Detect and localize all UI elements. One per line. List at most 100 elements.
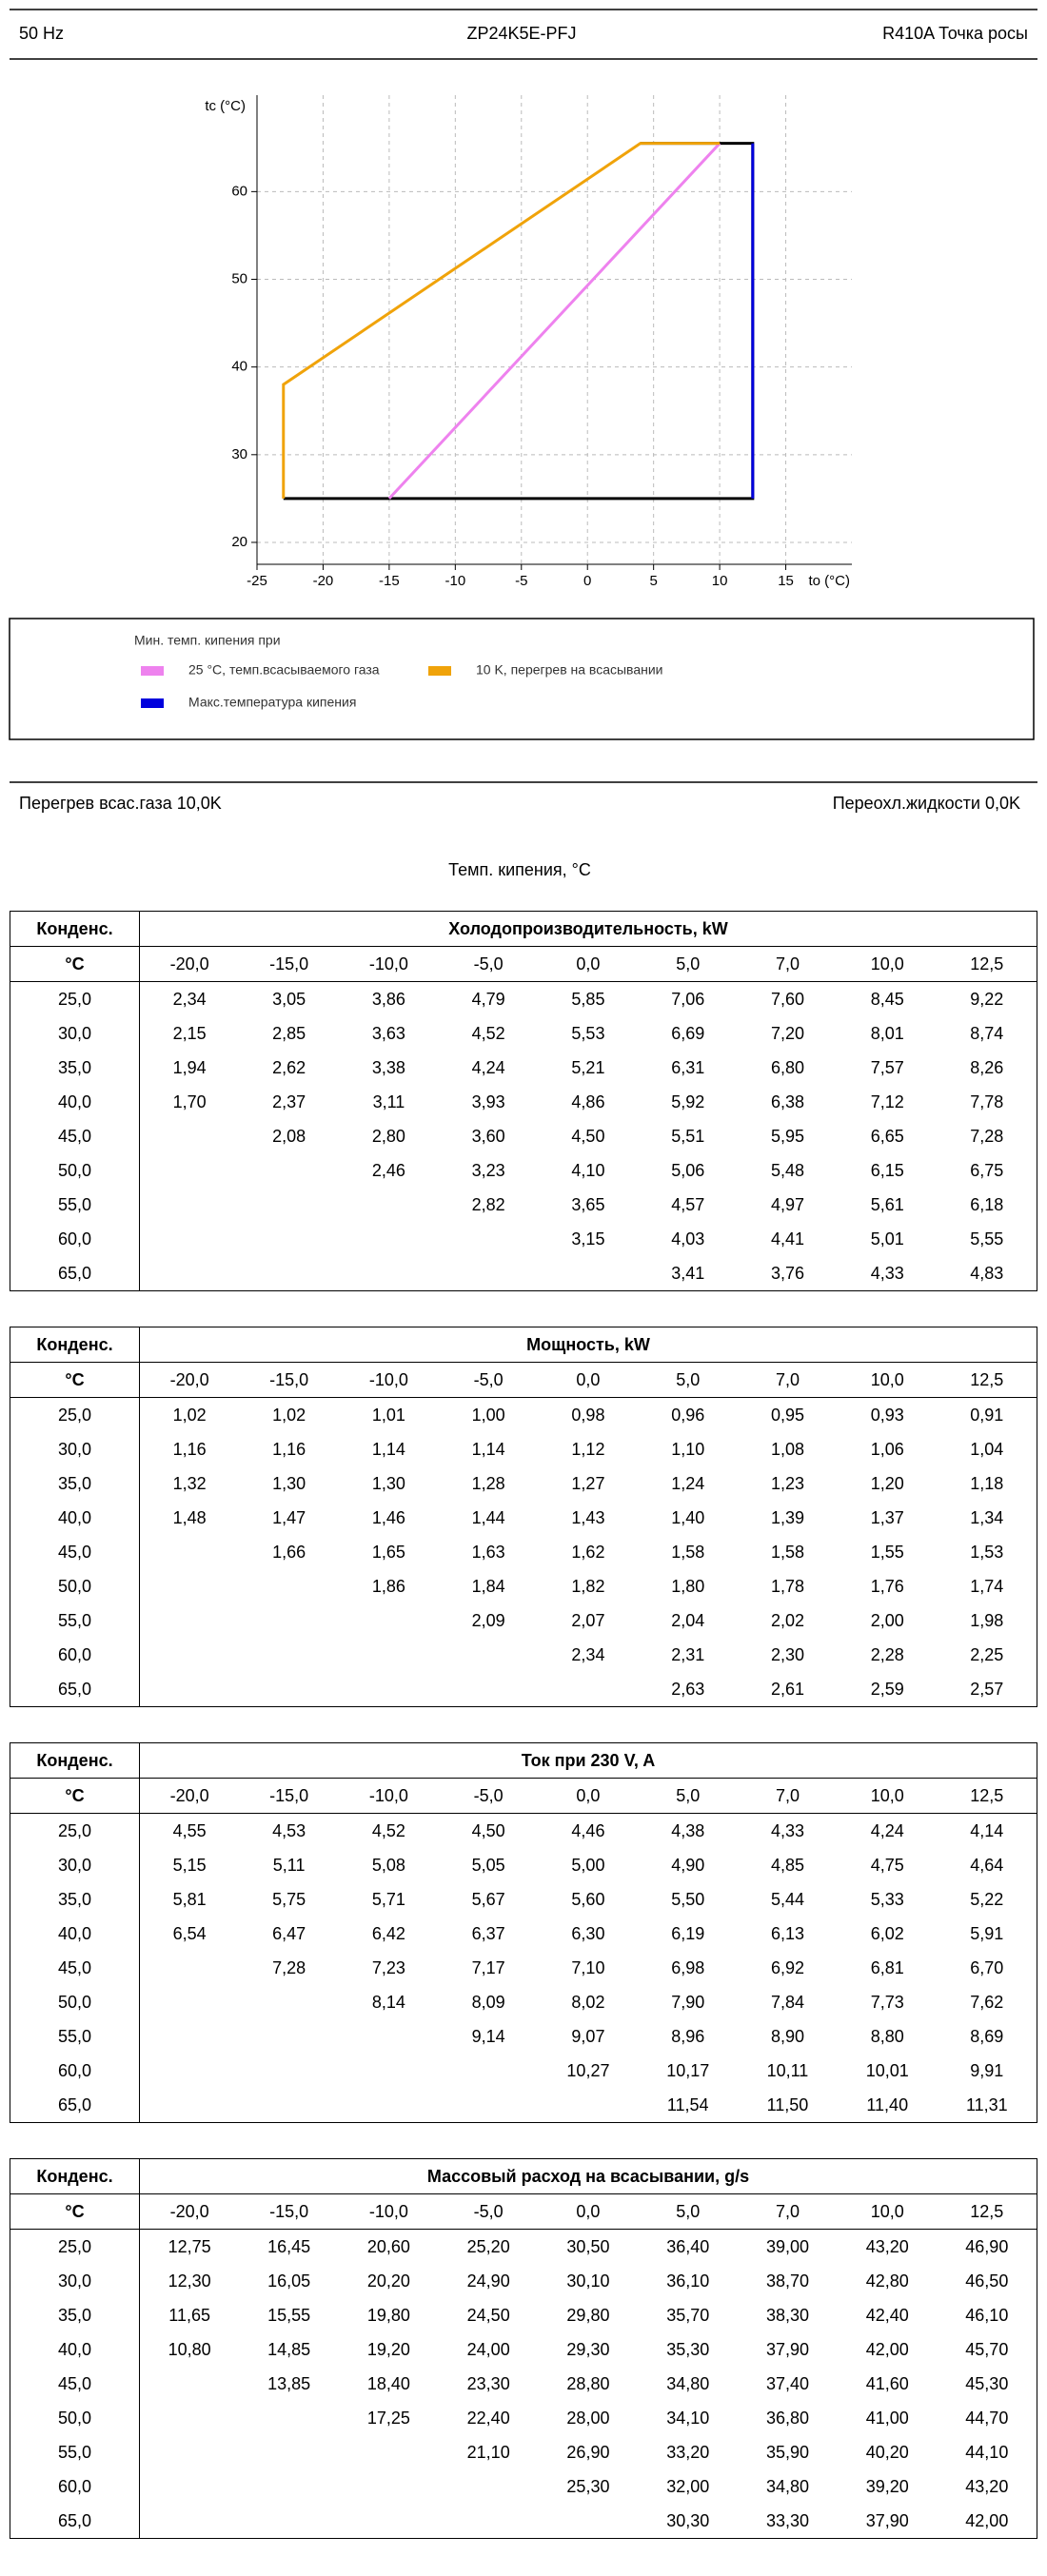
cell: 5,0 (638, 946, 739, 982)
cell: 5,53 (571, 1023, 605, 1043)
cell (239, 2019, 339, 2054)
cell: -5,0 (438, 946, 539, 982)
cell: 35,90 (765, 2442, 809, 2462)
cell: 4,14 (970, 1820, 1004, 1840)
cell: 35,0 (10, 1882, 140, 1917)
cell: 7,0 (738, 1778, 838, 1814)
row: 40,0 1,70 2,37 3,11 3,93 4,86 5,92 6,38 7,12 7,78 (10, 1085, 1037, 1119)
cell: 1,00 (471, 1405, 505, 1425)
cell: °C (10, 1362, 140, 1398)
cell: 5,51 (671, 1126, 705, 1146)
row: 30,0 5,15 5,11 5,08 5,05 5,00 4,90 4,85 4,75 4,64 (10, 1848, 1037, 1882)
cell: 45,30 (965, 2373, 1009, 2393)
legend-swatch (428, 666, 451, 676)
cell: 0,98 (571, 1405, 605, 1425)
cell: 7,28 (272, 1957, 306, 1977)
cell: 6,15 (870, 1160, 904, 1180)
cell: 1,24 (671, 1473, 705, 1493)
cell: 7,28 (970, 1126, 1004, 1146)
cell: 1,74 (970, 1576, 1004, 1596)
cell: 1,10 (671, 1439, 705, 1459)
cell: 1,14 (471, 1439, 505, 1459)
cell (140, 1951, 240, 1985)
cell: 55,0 (10, 2019, 140, 2054)
cell: 6,42 (371, 1923, 405, 1943)
cell: 10,80 (168, 2339, 211, 2359)
cell: 4,24 (471, 1057, 505, 1077)
cell: 1,86 (371, 1576, 405, 1596)
cell: 8,69 (970, 2026, 1004, 2046)
row: 45,0 7,28 7,23 7,17 7,10 6,98 6,92 6,81 6,70 (10, 1951, 1037, 1985)
cell (439, 2504, 539, 2539)
cell: 3,41 (671, 1263, 705, 1283)
y-tick-label: 30 (231, 446, 247, 462)
cell: 3,60 (471, 1126, 505, 1146)
cell: 10,17 (666, 2060, 710, 2080)
cell (239, 1672, 339, 1707)
cell (339, 1256, 439, 1291)
cell: 6,38 (770, 1091, 804, 1111)
legend-label: 25 °C, темп.всасываемого газа (188, 662, 380, 678)
cell: 45,0 (10, 1951, 140, 1985)
cell (239, 1985, 339, 2019)
y-tick-label: 60 (231, 183, 247, 199)
cell: 17,25 (366, 2408, 410, 2428)
cell: 4,52 (371, 1820, 405, 1840)
cell: 8,74 (970, 1023, 1004, 1043)
cell: 4,03 (671, 1229, 705, 1249)
row: 60,0 3,15 4,03 4,41 5,01 5,55 (10, 1222, 1037, 1256)
cell: 4,10 (571, 1160, 605, 1180)
row: 30,0 1,16 1,16 1,14 1,14 1,12 1,10 1,08 1,06 1,04 (10, 1432, 1037, 1466)
cell: Ток при 230 V, A (139, 1742, 1037, 1779)
cell: 2,34 (172, 989, 207, 1009)
cell (239, 2469, 339, 2504)
cell: 1,78 (770, 1576, 804, 1596)
cell: 8,02 (571, 1992, 605, 2012)
cell: 42,00 (965, 2510, 1009, 2530)
cell: 5,05 (471, 1855, 505, 1875)
cell: -15,0 (239, 2193, 340, 2230)
cell: 0,95 (770, 1405, 804, 1425)
cell: 4,52 (471, 1023, 505, 1043)
cell: 15,55 (267, 2305, 311, 2325)
row: 45,0 1,66 1,65 1,63 1,62 1,58 1,58 1,55 1,53 (10, 1535, 1037, 1569)
row: 65,0 11,54 11,50 11,40 11,31 (10, 2088, 1037, 2123)
cell (239, 1222, 339, 1256)
row: 55,0 21,10 26,90 33,20 35,90 40,20 44,10 (10, 2435, 1037, 2469)
cell: 8,45 (870, 989, 904, 1009)
cell: 12,5 (937, 1362, 1037, 1398)
cell: 1,80 (671, 1576, 705, 1596)
cell: 30,50 (566, 2236, 610, 2256)
cell: 5,92 (671, 1091, 705, 1111)
cell: 7,62 (970, 1992, 1004, 2012)
cell: 2,15 (172, 1023, 207, 1043)
cell: 0,91 (970, 1405, 1004, 1425)
cell (339, 2054, 439, 2088)
cell (339, 2435, 439, 2469)
cell: 4,97 (770, 1194, 804, 1214)
cell: 6,80 (770, 1057, 804, 1077)
header-left: 50 Hz (19, 24, 64, 43)
cell: 10,0 (837, 946, 938, 982)
cell: °C (10, 2193, 140, 2230)
row: 40,0 10,80 14,85 19,20 24,00 29,30 35,30 37,90 4… (10, 2332, 1037, 2367)
cell: 35,30 (666, 2339, 710, 2359)
cell: 10,11 (766, 2060, 809, 2080)
cell (339, 2504, 439, 2539)
cell: 19,20 (366, 2339, 410, 2359)
cell: 1,55 (870, 1542, 904, 1562)
cell: 0,0 (538, 2193, 639, 2230)
row: 60,0 10,27 10,17 10,11 10,01 9,91 (10, 2054, 1037, 2088)
x-axis-label: to (°C) (809, 573, 851, 589)
row: 25,0 12,75 16,45 20,60 25,20 30,50 36,40 39,00 4… (10, 2229, 1037, 2264)
cell: 1,04 (970, 1439, 1004, 1459)
cell: 39,20 (865, 2476, 909, 2496)
cell: 4,38 (671, 1820, 705, 1840)
cell (439, 1672, 539, 1707)
cell: 30,0 (10, 1848, 140, 1882)
cell: 6,18 (970, 1194, 1004, 1214)
cell: 4,57 (671, 1194, 705, 1214)
cell: 8,14 (371, 1992, 405, 2012)
cell (439, 1222, 539, 1256)
